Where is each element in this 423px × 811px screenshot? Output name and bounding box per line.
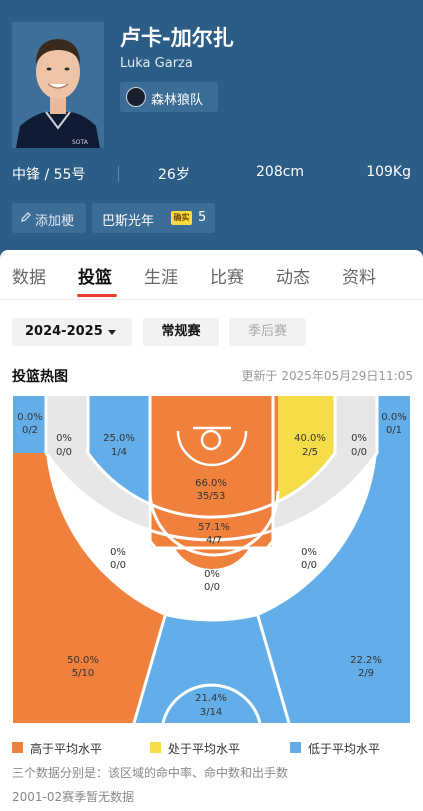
weight: 109Kg — [366, 164, 411, 180]
heatmap-title: 投篮热图 — [12, 369, 68, 385]
zone-label-pct: 0% — [351, 433, 367, 444]
tab-news[interactable]: 动态 — [276, 268, 310, 288]
zone-label-pct: 0% — [56, 433, 72, 444]
updated-time: 更新于 2025年05月29日11:05 — [241, 369, 413, 383]
legend-above: 高于平均水平 — [30, 742, 103, 756]
team-badge[interactable]: 森林狼队 — [120, 82, 218, 112]
player-english-name: Luka Garza — [120, 56, 193, 71]
zone-label-pct: 25.0% — [103, 433, 135, 444]
nickname-tag[interactable]: 巴斯光年 确实 5 — [92, 203, 215, 233]
player-photo: SOTA — [12, 22, 104, 148]
zone-label-count: 0/2 — [22, 425, 38, 436]
zone-label-count: 0/1 — [386, 425, 402, 436]
playoffs-button[interactable]: 季后赛 — [229, 318, 306, 346]
zone-label-count: 2/9 — [358, 668, 374, 679]
tab-profile[interactable]: 资料 — [342, 268, 376, 288]
zone-label-count: 0/0 — [351, 447, 367, 458]
nickname-label: 巴斯光年 — [102, 214, 155, 229]
regular-season-button[interactable]: 常规赛 — [143, 318, 219, 346]
zone-label-pct: 50.0% — [67, 655, 99, 666]
shot-heatmap: 0.0% 0/2 0.0% 0/1 0% 0/0 25.0% 1/4 66.0%… — [13, 396, 410, 724]
wolf-logo-icon — [126, 87, 146, 107]
zone-top-three — [134, 616, 289, 723]
zone-label-count: 2/5 — [302, 447, 318, 458]
player-stats-row: 中锋 / 55号 26岁 208cm 109Kg — [0, 164, 423, 184]
zone-label-pct: 0.0% — [17, 412, 42, 423]
zone-label-count: 3/14 — [200, 707, 222, 718]
zone-label-pct: 0% — [204, 569, 220, 580]
caret-down-icon — [108, 330, 116, 335]
zone-label-count: 0/0 — [56, 447, 72, 458]
add-tag-button[interactable]: 添加梗 — [12, 203, 86, 233]
zone-label-count: 35/53 — [197, 491, 226, 502]
zone-label-count: 1/4 — [111, 447, 127, 458]
active-tab-indicator — [77, 294, 117, 297]
legend-swatch-below — [290, 742, 301, 753]
zone-left-corner-three — [13, 396, 46, 453]
zone-label-count: 0/0 — [110, 560, 126, 571]
zone-label-pct: 66.0% — [195, 478, 227, 489]
zone-label-count: 0/0 — [301, 560, 317, 571]
zone-right-wing-three — [258, 453, 410, 723]
divider — [118, 166, 119, 182]
tab-shooting[interactable]: 投篮 — [78, 268, 112, 288]
tab-bar: 数据 投篮 生涯 比赛 动态 资料 — [0, 250, 423, 300]
zone-label-pct: 22.2% — [350, 655, 382, 666]
missing-data-note: 2001-02赛季暂无数据 — [12, 790, 135, 804]
legend-below: 低于平均水平 — [308, 742, 381, 756]
zone-label-pct: 0% — [301, 547, 317, 558]
team-name: 森林狼队 — [151, 93, 204, 108]
season-select[interactable]: 2024-2025 — [12, 318, 132, 346]
confirm-badge: 确实 — [171, 211, 192, 225]
age: 26岁 — [158, 167, 190, 183]
confirm-count: 5 — [198, 210, 207, 225]
legend-average: 处于平均水平 — [168, 742, 241, 756]
zone-label-pct: 0% — [110, 547, 126, 558]
zone-left-wing-three — [13, 453, 165, 723]
zone-label-count: 4/7 — [206, 535, 222, 546]
zone-label-pct: 40.0% — [294, 433, 326, 444]
player-header: SOTA 卢卡-加尔扎 Luka Garza 森林狼队 中锋 / 55号 26岁… — [0, 0, 423, 262]
zone-label-pct: 0.0% — [381, 412, 406, 423]
zone-label-pct: 21.4% — [195, 693, 227, 704]
jersey-text: SOTA — [72, 139, 89, 146]
legend-swatch-above — [12, 742, 23, 753]
tab-games[interactable]: 比赛 — [210, 268, 244, 288]
tab-stats[interactable]: 数据 — [12, 268, 46, 288]
position-number: 中锋 / 55号 — [12, 167, 86, 183]
zone-label-count: 0/0 — [204, 582, 220, 593]
height: 208cm — [256, 164, 305, 180]
heatmap-legend: 高于平均水平 处于平均水平 低于平均水平 — [0, 740, 423, 756]
pencil-icon — [21, 212, 31, 222]
zone-label-pct: 57.1% — [198, 522, 230, 533]
tab-career[interactable]: 生涯 — [144, 268, 178, 288]
legend-swatch-average — [150, 742, 161, 753]
zone-right-corner-three — [377, 396, 410, 453]
zone-label-count: 5/10 — [72, 668, 94, 679]
heatmap-explanation: 三个数据分别是：该区域的命中率、命中数和出手数 — [12, 766, 289, 780]
season-value: 2024-2025 — [25, 324, 103, 339]
zone-restricted-area — [150, 396, 278, 456]
player-name: 卢卡-加尔扎 — [120, 26, 234, 50]
add-tag-label: 添加梗 — [35, 214, 75, 229]
